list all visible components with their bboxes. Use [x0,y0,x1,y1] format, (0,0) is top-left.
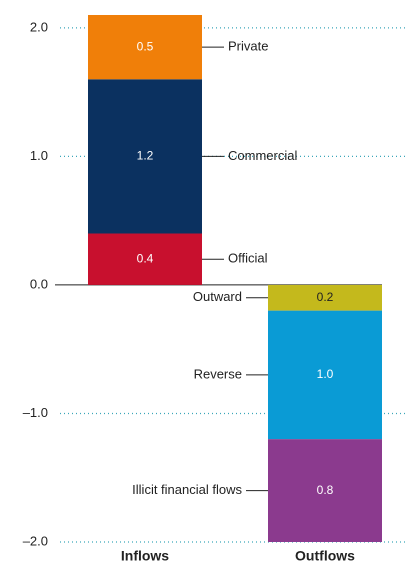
series-label: Official [228,251,268,266]
y-tick-label: 2.0 [30,19,48,34]
series-label: Outward [193,289,242,304]
x-tick-label: Outflows [295,548,355,564]
bar-segment [88,79,202,234]
data-label: 0.4 [137,251,154,265]
y-tick-label: –2.0 [23,533,48,548]
series-label: Private [228,39,268,54]
data-label: 0.2 [317,290,334,304]
data-label: 0.5 [137,39,154,53]
data-label: 1.0 [317,367,334,381]
data-label: 0.8 [317,483,334,497]
bar-segment [88,233,202,285]
series-label: Reverse [194,366,242,381]
y-tick-label: –1.0 [23,405,48,420]
bar-segment [268,284,382,311]
bar-segment [88,15,202,80]
series-label: Illicit financial flows [132,482,242,497]
bar-segment [268,439,382,542]
bar-segment [268,310,382,440]
data-label: 1.2 [137,149,154,163]
x-tick-label: Inflows [121,548,169,564]
y-tick-label: 1.0 [30,148,48,163]
y-tick-label: 0.0 [30,276,48,291]
series-label: Commercial [228,148,297,163]
